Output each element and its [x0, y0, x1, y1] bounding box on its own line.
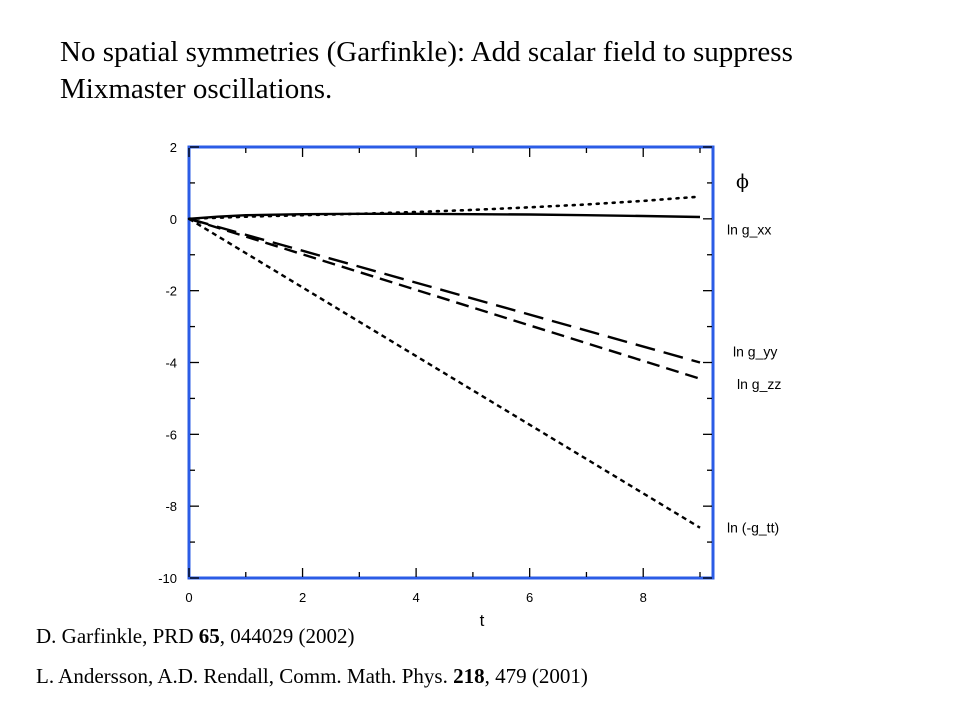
series-label-2: ln g_xx: [727, 222, 771, 238]
series-line-1: [187, 195, 702, 221]
reference-1-rest: , 044029 (2002): [219, 624, 355, 648]
headline-line-2: Mixmaster oscillations.: [60, 73, 333, 105]
x-tick-label: 2: [299, 590, 306, 605]
y-tick-label: -4: [165, 356, 177, 371]
y-tick-label: 2: [170, 140, 177, 155]
x-tick-label: 0: [185, 590, 192, 605]
plot-frame: [187, 145, 715, 580]
reference-garfinkle: D. Garfinkle, PRD 65, 044029 (2002): [36, 624, 354, 649]
y-tick-label: -8: [165, 499, 177, 514]
series-lines: [187, 195, 702, 529]
slide-headline: No spatial symmetries (Garfinkle): Add s…: [60, 34, 920, 108]
y-tick-label: 0: [170, 212, 177, 227]
series-label-3: ln g_yy: [733, 344, 777, 360]
series-line-4: [188, 217, 701, 380]
x-tick-label: 8: [640, 590, 647, 605]
axis-ticks: [188, 146, 712, 579]
series-line-2: [188, 212, 701, 220]
series-label-1: ϕ: [736, 171, 749, 193]
series-label-5: ln (-g_tt): [727, 520, 779, 536]
reference-1-text: D. Garfinkle, PRD: [36, 624, 199, 648]
reference-2-rest: , 479 (2001): [484, 664, 588, 688]
series-line-5: [188, 217, 701, 529]
x-tick-label: 6: [526, 590, 533, 605]
x-tick-label: 4: [412, 590, 419, 605]
reference-2-text: L. Andersson, A.D. Rendall, Comm. Math. …: [36, 664, 454, 688]
y-tick-label: -2: [165, 284, 177, 299]
x-tick-labels: 0 2 4 6 8: [185, 590, 646, 605]
reference-andersson-rendall: L. Andersson, A.D. Rendall, Comm. Math. …: [36, 664, 588, 689]
reference-1-volume: 65: [198, 624, 220, 648]
y-tick-label: -6: [165, 427, 177, 442]
headline-line-1: No spatial symmetries (Garfinkle): Add s…: [60, 36, 793, 68]
y-tick-label: -10: [158, 571, 177, 586]
reference-2-volume: 218: [453, 664, 485, 688]
series-line-3: [188, 217, 701, 364]
series-label-4: ln g_zz: [737, 376, 781, 392]
y-tick-labels: 2 0 -2 -4 -6 -8 -10: [158, 140, 177, 586]
x-axis-title: t: [480, 611, 485, 630]
